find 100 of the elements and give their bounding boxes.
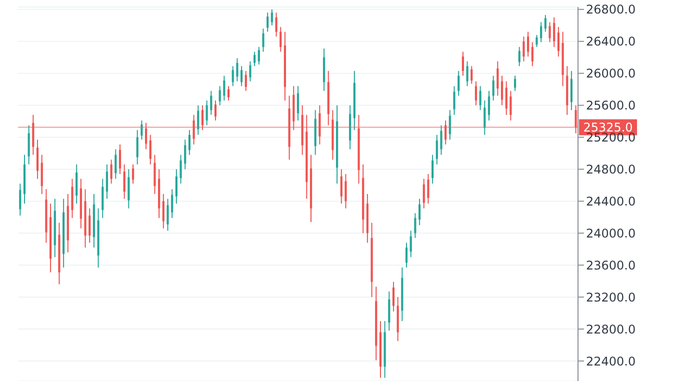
- candlestick: [505, 80, 508, 116]
- candlestick: [140, 120, 143, 140]
- candlestick: [244, 70, 247, 92]
- candlestick: [553, 16, 556, 48]
- candlestick: [488, 90, 490, 121]
- candlestick: [557, 26, 560, 58]
- candlestick: [522, 36, 525, 62]
- candlestick: [514, 75, 516, 92]
- candlestick: [258, 46, 260, 66]
- candlestick: [149, 134, 152, 165]
- candlestick: [296, 86, 300, 121]
- y-tick-label: 23200.0: [586, 290, 636, 304]
- candlestick: [410, 230, 412, 258]
- candlestick: [175, 168, 178, 204]
- candlestick: [484, 100, 486, 136]
- candlestick: [218, 86, 221, 106]
- candlestick: [123, 164, 126, 200]
- candlestick: [392, 281, 395, 312]
- y-tick-label: 23600.0: [586, 258, 636, 272]
- candlestick: [414, 212, 416, 238]
- candlestick: [531, 42, 534, 67]
- candlestick: [28, 124, 30, 165]
- candlestick: [249, 60, 252, 82]
- candlestick: [19, 183, 22, 216]
- candlestick: [106, 164, 108, 200]
- candlestick: [470, 66, 473, 84]
- candlestick: [110, 159, 112, 184]
- candlestick: [136, 130, 138, 165]
- candlestick: [570, 70, 573, 111]
- candlestick: [280, 26, 282, 52]
- candlestick: [184, 139, 186, 170]
- candlestick: [232, 66, 234, 87]
- candlestick: [544, 14, 546, 32]
- y-tick-label: 24800.0: [586, 162, 636, 176]
- candlestick: [114, 148, 117, 180]
- candlestick: [201, 104, 204, 131]
- candlestick: [340, 168, 342, 204]
- candlestick: [214, 100, 217, 121]
- candlestick: [154, 154, 156, 194]
- candlestick: [197, 104, 200, 136]
- candlestick: [262, 28, 264, 52]
- candlestick: [388, 290, 390, 332]
- y-tick-label: 24400.0: [586, 194, 636, 208]
- candlestick: [171, 188, 174, 218]
- candlestick: [102, 178, 104, 218]
- candlestick: [574, 104, 577, 134]
- candlestick: [462, 51, 464, 76]
- y-tick-label: 22400.0: [586, 354, 636, 368]
- candlestick: [453, 86, 456, 116]
- candlestick: [448, 110, 451, 140]
- candlestick: [492, 75, 494, 101]
- candlestick: [405, 242, 408, 268]
- candlestick: [444, 120, 447, 145]
- candlestick: [227, 86, 230, 101]
- candlestick: [128, 168, 130, 209]
- candlestick: [266, 12, 269, 32]
- y-tick-label: 22800.0: [586, 322, 636, 336]
- candlestick: [180, 154, 182, 184]
- candlestick: [496, 60, 499, 96]
- candlestick: [440, 124, 442, 156]
- candlestick: [88, 208, 91, 244]
- candlestick: [270, 8, 273, 26]
- candlestick: [432, 154, 434, 184]
- candlestick: [162, 194, 164, 229]
- candlestick: [144, 122, 148, 150]
- y-tick-label: 26400.0: [586, 34, 636, 49]
- candlestick: [71, 178, 74, 218]
- candlestick: [418, 198, 421, 226]
- candlestick: [436, 134, 438, 165]
- y-tick-label: 24000.0: [586, 226, 636, 240]
- candlestick: [466, 60, 468, 87]
- candlestick: [188, 130, 191, 156]
- candlestick: [422, 178, 425, 209]
- y-tick-label: 26000.0: [586, 66, 636, 81]
- candlestick: [275, 12, 278, 38]
- candlestick: [254, 51, 256, 67]
- candlestick: [40, 154, 43, 194]
- y-tick-label: 25200.0: [586, 130, 636, 145]
- y-tick-label: 26800.0: [586, 2, 636, 17]
- candlestick: [118, 144, 122, 175]
- candlestick: [536, 34, 538, 48]
- candlestick: [210, 90, 212, 116]
- candlestick: [479, 86, 482, 111]
- candlestick: [76, 164, 78, 204]
- candlestick: [527, 31, 530, 58]
- candlestick: [132, 164, 134, 184]
- candlestick: [36, 139, 39, 180]
- candlestick: [540, 22, 542, 43]
- candlestick: [318, 104, 321, 145]
- candlestick: [166, 198, 169, 232]
- candlestick: [192, 114, 195, 145]
- candlestick: [344, 174, 347, 209]
- candlestick: [510, 90, 512, 121]
- candlestick: [548, 22, 551, 43]
- y-tick-label: 25600.0: [586, 98, 636, 113]
- candlestick: [427, 174, 430, 204]
- candlestick: [474, 80, 478, 106]
- candlestick: [206, 100, 208, 126]
- candlestick: [240, 66, 243, 87]
- candlestick: [223, 75, 226, 101]
